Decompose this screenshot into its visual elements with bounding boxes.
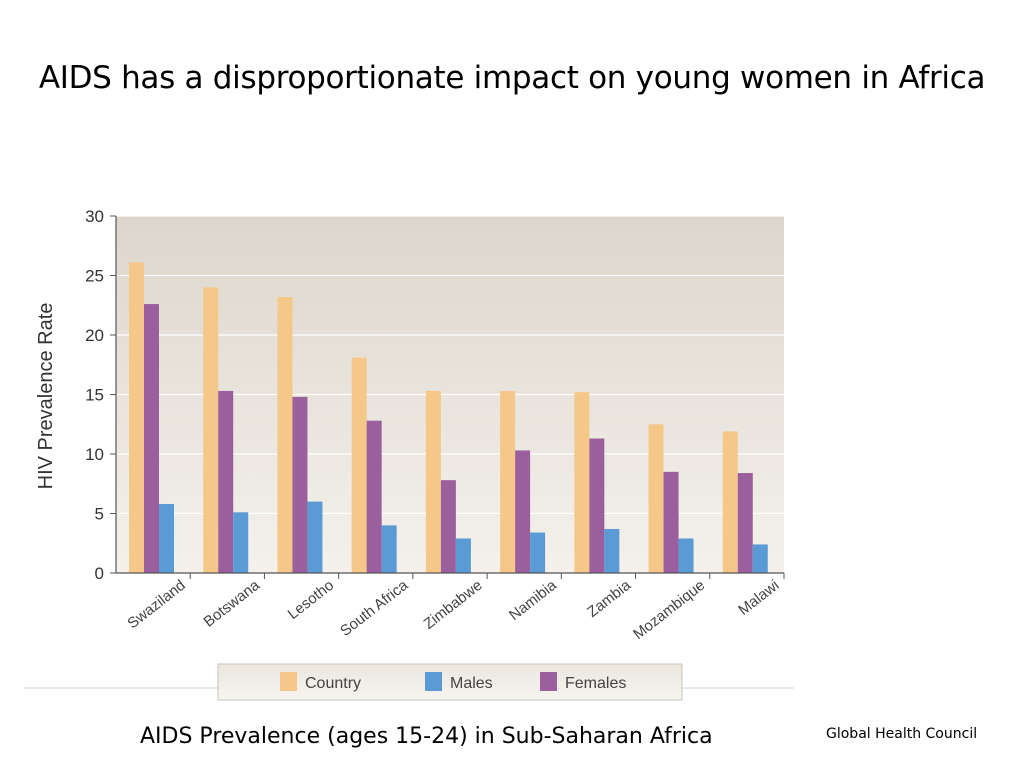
x-tick-label: Zimbabwe: [421, 577, 486, 633]
bar-females-botswana: [218, 390, 234, 573]
x-tick-label: Lesotho: [285, 577, 338, 623]
bar-country-mozambique: [648, 424, 664, 573]
bar-country-malawi: [722, 431, 738, 573]
legend-label-country: Country: [305, 675, 361, 692]
bar-country-lesotho: [277, 296, 293, 573]
bar-males-zambia: [604, 528, 620, 573]
y-tick-label: 10: [85, 445, 104, 464]
bar-males-south-africa: [381, 525, 397, 573]
x-tick-label: South Africa: [337, 576, 412, 640]
x-tick-label: Mozambique: [630, 577, 708, 643]
legend: Country Males Females: [280, 672, 626, 692]
x-tick-label: Swaziland: [124, 577, 188, 632]
legend-label-females: Females: [565, 675, 626, 692]
bar-males-malawi: [752, 544, 768, 573]
y-tick-label: 0: [95, 564, 104, 583]
bar-males-botswana: [233, 512, 249, 573]
y-axis-label: HIV Prevalence Rate: [35, 303, 57, 490]
bar-females-swaziland: [144, 304, 159, 573]
bar-country-zimbabwe: [425, 390, 441, 573]
bar-males-lesotho: [307, 501, 323, 573]
bar-country-south-africa: [351, 357, 367, 573]
bar-females-lesotho: [292, 396, 308, 573]
legend-swatch-country: [280, 672, 297, 691]
source-credit: Global Health Council: [826, 726, 978, 742]
bar-males-namibia: [530, 532, 546, 573]
legend-swatch-females: [540, 672, 557, 691]
bar-country-namibia: [500, 390, 516, 573]
bars: [129, 262, 768, 573]
bar-males-swaziland: [159, 503, 174, 573]
y-tick-label: 25: [85, 267, 104, 286]
legend-label-males: Males: [450, 675, 493, 692]
y-tick-label: 5: [95, 505, 104, 524]
y-tick-label: 15: [85, 386, 104, 405]
slide-title: AIDS has a disproportionate impact on yo…: [38, 60, 986, 96]
bar-females-mozambique: [663, 471, 679, 573]
bar-females-namibia: [515, 450, 531, 573]
x-tick-label: Malawi: [735, 577, 782, 619]
x-tick-label: Botswana: [201, 576, 264, 630]
y-tick-label: 20: [85, 326, 104, 345]
legend-swatch-males: [425, 672, 442, 691]
bar-males-mozambique: [678, 538, 694, 573]
bar-females-zimbabwe: [440, 480, 456, 573]
bar-females-south-africa: [366, 420, 382, 573]
bar-country-botswana: [203, 287, 219, 573]
y-tick-label: 30: [85, 207, 104, 226]
x-tick-label: Namibia: [506, 576, 560, 624]
x-tick-label: Zambia: [584, 576, 634, 621]
bar-males-zimbabwe: [455, 538, 471, 573]
chart-caption: AIDS Prevalence (ages 15-24) in Sub-Saha…: [140, 724, 713, 749]
bar-females-malawi: [737, 473, 753, 573]
bar-country-swaziland: [129, 262, 144, 573]
bar-females-zambia: [589, 438, 605, 573]
bar-country-zambia: [574, 392, 590, 573]
